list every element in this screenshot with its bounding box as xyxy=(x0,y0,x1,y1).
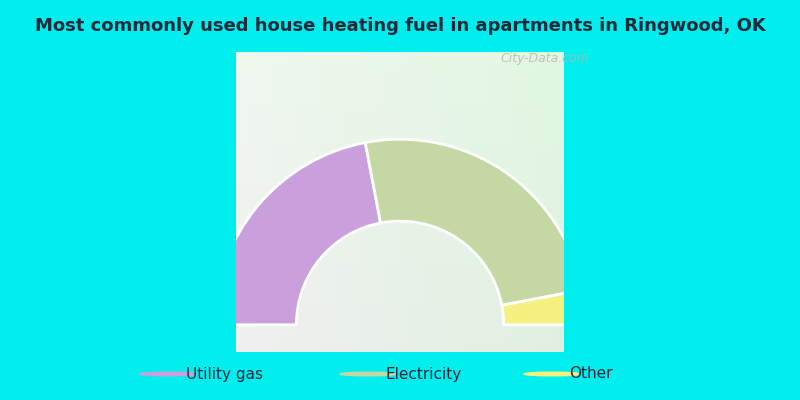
Wedge shape xyxy=(502,290,586,325)
Wedge shape xyxy=(214,142,381,325)
Text: City-Data.com: City-Data.com xyxy=(501,52,590,65)
Text: Utility gas: Utility gas xyxy=(186,366,262,382)
Text: Most commonly used house heating fuel in apartments in Ringwood, OK: Most commonly used house heating fuel in… xyxy=(34,17,766,35)
Text: Electricity: Electricity xyxy=(386,366,462,382)
Text: Other: Other xyxy=(570,366,613,382)
Wedge shape xyxy=(366,139,582,305)
Circle shape xyxy=(140,372,196,376)
Circle shape xyxy=(524,372,580,376)
Circle shape xyxy=(340,372,396,376)
